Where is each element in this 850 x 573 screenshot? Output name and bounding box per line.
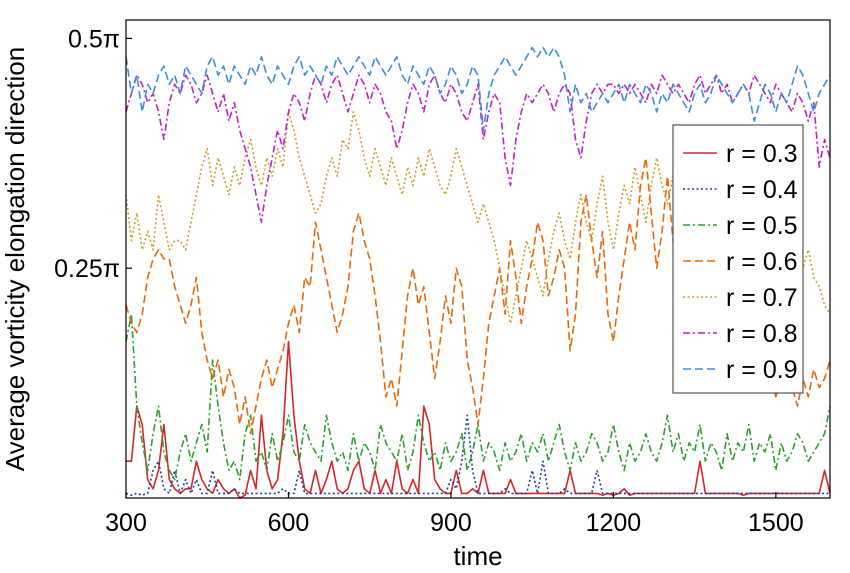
- legend-box: [672, 124, 804, 394]
- legend-label: r = 0.8: [726, 320, 798, 348]
- series-line-6: [125, 74, 831, 223]
- y-axis-label: Average vorticity elongation direction: [0, 47, 30, 471]
- legend: r = 0.3 r = 0.4 r = 0.5 r = 0.6 r = 0.7 r = 0…: [672, 124, 804, 394]
- x-tick-label: 1500: [748, 509, 804, 537]
- y-tick-label: 0.5π: [68, 25, 120, 53]
- x-axis-ticks: 300 600 900 1200 1500: [105, 492, 804, 537]
- series-line-7: [125, 46, 831, 132]
- series-line-2: [125, 414, 830, 497]
- series-line-4: [125, 157, 831, 435]
- x-tick-label: 900: [430, 509, 472, 537]
- legend-label: r = 0.6: [726, 248, 798, 276]
- x-tick-label: 300: [105, 509, 147, 537]
- x-tick-label: 600: [268, 509, 310, 537]
- x-tick-label: 1200: [586, 509, 642, 537]
- legend-label: r = 0.7: [726, 284, 798, 312]
- legend-label: r = 0.3: [726, 140, 798, 168]
- y-axis-ticks: 0.25π 0.5π: [54, 25, 132, 283]
- series-line-1: [126, 340, 831, 499]
- legend-label: r = 0.9: [726, 356, 798, 384]
- legend-label: r = 0.5: [726, 212, 798, 240]
- x-axis-label: time: [453, 541, 502, 571]
- y-tick-label: 0.25π: [54, 255, 120, 283]
- legend-label: r = 0.4: [726, 176, 798, 204]
- plot-frame: [125, 19, 831, 499]
- legend-items: r = 0.3 r = 0.4 r = 0.5 r = 0.6 r = 0.7 r = 0…: [683, 140, 798, 384]
